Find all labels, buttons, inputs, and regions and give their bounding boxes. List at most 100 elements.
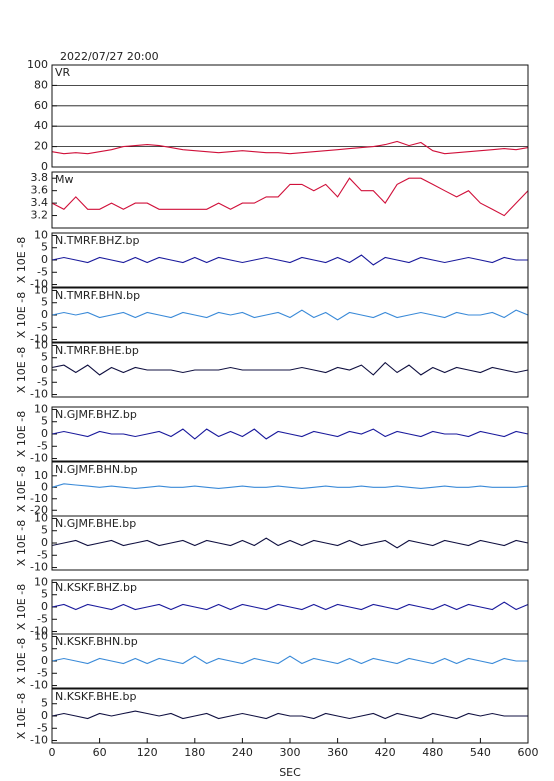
x-tick-label: 240 [232,746,253,759]
y-tick-label: 0 [41,709,48,722]
y-tick-label: 5 [41,351,48,364]
y-tick-label: 10 [34,575,48,588]
x-tick-label: 60 [93,746,107,759]
y-tick-label: 10 [34,402,48,415]
panel-label: N.GJMF.BHZ.bp [55,408,137,421]
y-tick-label: 10 [34,338,48,351]
y-tick-label: -20 [30,503,48,516]
y-tick-label: 3.8 [31,171,49,184]
x-tick-label: 0 [49,746,56,759]
x-tick-label: 180 [184,746,205,759]
y-tick-label: -10 [30,333,48,346]
panel-frame [51,232,529,288]
panel-frame [51,171,529,229]
panel-frame [51,64,529,168]
y-tick-label: -10 [30,679,48,692]
y-tick-label: -5 [37,612,48,625]
y-tick-label: -10 [30,561,48,574]
y-axis-label: X 10E -8 [15,584,28,630]
y-tick-label: 5 [41,415,48,428]
y-tick-label: 0 [41,654,48,667]
y-tick-label: 10 [34,511,48,524]
x-tick-label: 300 [280,746,301,759]
y-tick-label: -5 [37,548,48,561]
y-tick-label: -5 [37,320,48,333]
y-tick-label: 0 [41,600,48,613]
y-tick-label: -10 [30,734,48,747]
y-tick-label: 5 [41,296,48,309]
x-tick-label: 540 [470,746,491,759]
trace [51,140,529,155]
y-tick-label: -5 [37,721,48,734]
panel-label: N.TMRF.BHE.bp [55,344,139,357]
y-tick-label: 3.6 [31,184,49,197]
panel-label: N.TMRF.BHN.bp [55,289,140,302]
y-tick-label: 0 [41,427,48,440]
y-tick-label: 10 [34,629,48,642]
y-axis-label: X 10E -8 [15,237,28,283]
y-axis-label: X 10E -8 [15,466,28,512]
panel-frame [51,515,529,571]
y-tick-label: -5 [37,439,48,452]
y-tick-label: -10 [30,492,48,505]
y-axis-label: X 10E -8 [15,347,28,393]
y-axis-label: X 10E -8 [15,520,28,566]
panel-label: VR [55,66,71,79]
x-tick-label: 420 [375,746,396,759]
panel-label: N.KSKF.BHN.bp [55,635,138,648]
y-tick-label: 3.2 [31,209,49,222]
trace [51,483,529,489]
y-axis-label: X 10E -8 [15,292,28,338]
panel-label: N.GJMF.BHE.bp [55,517,136,530]
y-axis-label: X 10E -8 [15,693,28,739]
trace [51,361,529,376]
y-tick-label: 0 [41,536,48,549]
panel-frame [51,287,529,343]
panel-label: Mw [55,173,74,186]
x-axis-label: SEC [279,766,301,779]
y-tick-label: 20 [34,140,48,153]
trace [51,309,529,321]
panel-label: N.KSKF.BHZ.bp [55,581,137,594]
x-tick-label: 120 [137,746,158,759]
y-tick-label: 10 [34,469,48,482]
panel-frame [51,633,529,689]
y-tick-label: 0 [41,363,48,376]
panel-frame [51,342,529,398]
y-axis-label: X 10E -8 [15,411,28,457]
trace [51,428,529,440]
y-tick-label: 10 [34,283,48,296]
y-tick-label: 0 [41,308,48,321]
y-tick-label: 0 [41,480,48,493]
trace [51,254,528,266]
trace [51,177,529,217]
y-tick-label: 0 [41,253,48,266]
y-tick-label: -10 [30,452,48,465]
y-tick-label: -5 [37,666,48,679]
y-tick-label: -5 [37,375,48,388]
y-tick-label: 5 [41,588,48,601]
y-tick-label: 5 [41,697,48,710]
x-tick-label: 360 [327,746,348,759]
panel-label: N.KSKF.BHE.bp [55,690,136,703]
y-tick-label: 0 [41,160,48,173]
y-tick-label: 5 [41,524,48,537]
y-tick-label: -5 [37,265,48,278]
y-tick-label: 3.4 [31,196,49,209]
panel-frame [51,406,529,462]
y-tick-label: 60 [34,99,48,112]
x-tick-label: 600 [518,746,539,759]
y-tick-label: 80 [34,78,48,91]
trace [51,710,528,720]
y-tick-label: 5 [41,241,48,254]
chart-title: 2022/07/27 20:00 [60,50,159,63]
x-tick-label: 480 [422,746,443,759]
y-tick-label: -10 [30,278,48,291]
panel-label: N.TMRF.BHZ.bp [55,234,139,247]
y-tick-label: -10 [30,625,48,638]
y-tick-label: -10 [30,388,48,401]
trace [51,537,529,549]
panel-label: N.GJMF.BHN.bp [55,463,138,476]
